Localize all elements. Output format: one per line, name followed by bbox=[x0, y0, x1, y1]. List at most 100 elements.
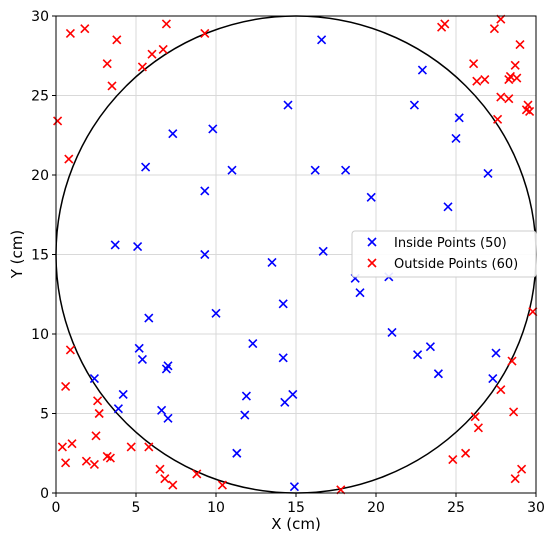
inside-point bbox=[163, 413, 173, 423]
inside-point bbox=[168, 129, 178, 139]
outside-point bbox=[469, 59, 479, 69]
outside-point bbox=[448, 455, 458, 465]
legend: Inside Points (50) Outside Points (60) bbox=[351, 230, 537, 278]
outside-point bbox=[512, 73, 522, 83]
outside-point bbox=[217, 480, 227, 490]
outside-point bbox=[160, 474, 170, 484]
outside-point bbox=[473, 423, 483, 433]
inside-point bbox=[144, 313, 154, 323]
outside-point bbox=[472, 76, 482, 86]
outside-point bbox=[496, 92, 506, 102]
inside-point bbox=[227, 165, 237, 175]
outside-point bbox=[89, 459, 99, 469]
outside-point bbox=[147, 49, 157, 59]
inside-point bbox=[387, 327, 397, 337]
inside-point bbox=[451, 133, 461, 143]
outside-point bbox=[67, 439, 77, 449]
outside-point bbox=[168, 480, 178, 490]
legend-label-inside: Inside Points (50) bbox=[394, 236, 507, 251]
outside-point bbox=[504, 75, 514, 85]
outside-point bbox=[192, 469, 202, 479]
inside-point bbox=[232, 448, 242, 458]
inside-point bbox=[240, 410, 250, 420]
inside-point bbox=[355, 288, 365, 298]
inside-point bbox=[417, 65, 427, 75]
outside-point bbox=[91, 431, 101, 441]
inside-point bbox=[433, 369, 443, 379]
inside-point-legend-icon bbox=[367, 237, 377, 247]
y-tick-label: 25 bbox=[31, 89, 49, 105]
x-tick-label: 0 bbox=[52, 500, 61, 516]
x-tick-label: 10 bbox=[207, 500, 225, 516]
outside-point bbox=[528, 307, 538, 317]
y-axis-label: Y (cm) bbox=[8, 230, 26, 280]
x-tick-label: 5 bbox=[132, 500, 141, 516]
outside-point bbox=[496, 385, 506, 395]
x-axis-label: X (cm) bbox=[271, 515, 321, 533]
y-tick-label: 10 bbox=[31, 327, 49, 343]
inside-point bbox=[317, 35, 327, 45]
inside-point bbox=[211, 308, 221, 318]
y-tick-label: 30 bbox=[31, 9, 49, 25]
outside-point bbox=[510, 474, 520, 484]
outside-point bbox=[137, 62, 147, 72]
inside-point bbox=[443, 202, 453, 212]
inside-point bbox=[483, 168, 493, 178]
inside-point bbox=[161, 364, 171, 374]
inside-point bbox=[134, 343, 144, 353]
inside-point bbox=[200, 249, 210, 260]
outside-point bbox=[107, 81, 117, 91]
inside-point bbox=[200, 186, 210, 196]
inside-point bbox=[208, 124, 218, 134]
outside-point bbox=[200, 28, 210, 39]
inside-point bbox=[137, 354, 147, 365]
y-tick-label: 15 bbox=[31, 248, 49, 264]
outside-point bbox=[57, 442, 67, 452]
x-tick-label: 25 bbox=[447, 500, 465, 516]
x-tick-label: 20 bbox=[367, 500, 385, 516]
outside-point bbox=[94, 408, 104, 419]
outside-point bbox=[493, 114, 503, 124]
outside-point bbox=[61, 458, 71, 468]
outside-point bbox=[65, 345, 75, 355]
inside-point bbox=[278, 299, 288, 309]
legend-marker-outside bbox=[367, 258, 377, 268]
outside-point bbox=[81, 456, 91, 466]
outside-point bbox=[112, 35, 122, 45]
outside-point bbox=[515, 40, 525, 50]
x-axis-ticks: 0 5 10 15 20 25 30 bbox=[52, 493, 545, 516]
inside-point bbox=[310, 165, 320, 175]
legend-label-outside: Outside Points (60) bbox=[394, 257, 518, 272]
outside-point bbox=[504, 94, 514, 104]
outside-point bbox=[507, 356, 517, 366]
data-points bbox=[53, 14, 538, 495]
inside-point bbox=[267, 257, 277, 268]
outside-point bbox=[509, 407, 519, 417]
inside-point bbox=[241, 391, 251, 401]
inside-point bbox=[318, 246, 328, 256]
legend-box bbox=[351, 230, 537, 278]
outside-point bbox=[440, 19, 450, 29]
outside-point bbox=[521, 105, 531, 115]
outside-point bbox=[105, 453, 115, 463]
inside-point bbox=[113, 404, 123, 414]
inside-point bbox=[488, 373, 498, 384]
inside-point bbox=[413, 350, 423, 360]
outside-point bbox=[144, 442, 154, 452]
outside-point bbox=[155, 464, 165, 474]
outside-point bbox=[126, 442, 136, 452]
inside-point bbox=[425, 342, 435, 352]
outside-point-legend-icon bbox=[367, 258, 377, 268]
legend-marker-inside bbox=[367, 237, 377, 247]
inside-point bbox=[280, 397, 290, 407]
outside-point bbox=[102, 59, 112, 69]
inside-point bbox=[157, 405, 167, 415]
y-tick-label: 20 bbox=[31, 168, 49, 184]
outside-point bbox=[80, 24, 90, 34]
inside-point bbox=[454, 113, 464, 123]
outside-point bbox=[161, 19, 171, 29]
x-tick-label: 15 bbox=[287, 500, 305, 516]
outside-point bbox=[510, 60, 520, 70]
outside-point bbox=[517, 464, 527, 474]
